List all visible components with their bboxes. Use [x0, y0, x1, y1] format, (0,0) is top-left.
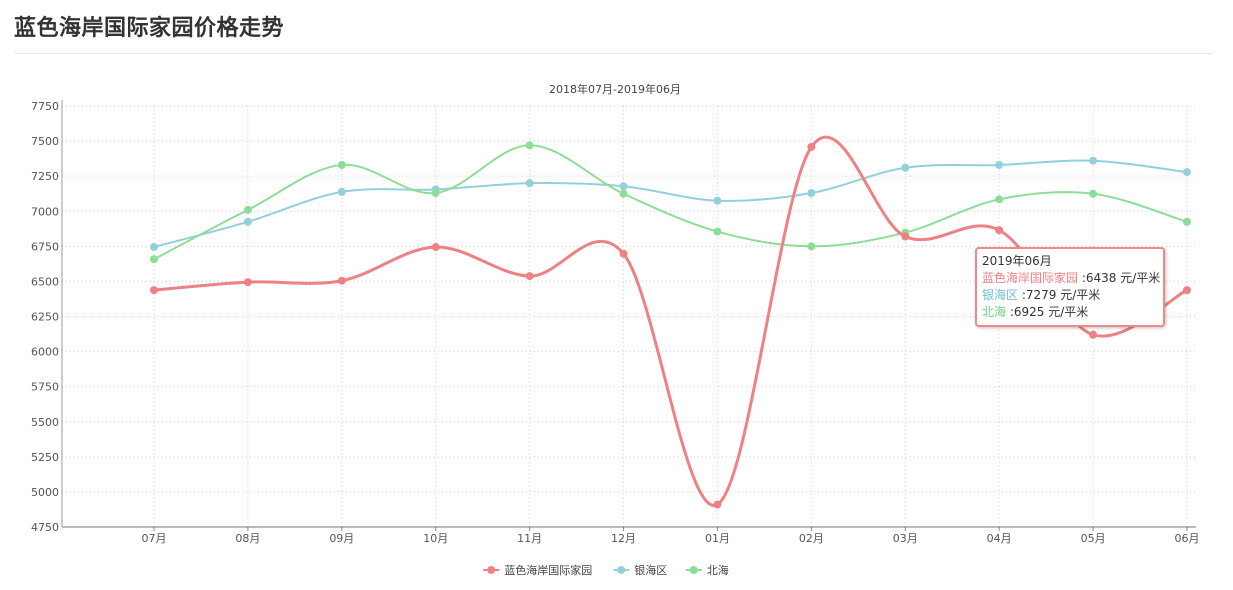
data-point[interactable]	[1089, 189, 1098, 198]
y-tick-label: 7500	[31, 135, 59, 148]
tooltip-unit: 元/平米	[1120, 271, 1161, 285]
legend-item[interactable]: 银海区	[613, 563, 667, 577]
x-tick-label: 01月	[705, 532, 730, 545]
y-tick-label: 5250	[31, 451, 59, 464]
data-point[interactable]	[150, 243, 158, 252]
data-point[interactable]	[995, 226, 1004, 235]
y-tick-label: 5000	[31, 486, 59, 499]
data-point[interactable]	[337, 276, 346, 285]
data-point[interactable]	[901, 163, 910, 172]
title-divider	[14, 53, 1213, 54]
page-title: 蓝色海岸国际家园价格走势	[14, 16, 285, 41]
y-tick-label: 7750	[31, 100, 59, 113]
data-point[interactable]	[1183, 286, 1191, 295]
data-point[interactable]	[713, 500, 722, 509]
x-tick-label: 08月	[235, 532, 260, 545]
x-tick-label: 12月	[611, 532, 636, 545]
tooltip-series-name: 北海	[982, 305, 1007, 319]
chart-subtitle: 2018年07月-2019年06月	[549, 82, 681, 96]
data-point[interactable]	[619, 249, 628, 258]
data-point[interactable]	[525, 179, 534, 188]
tooltip-unit: 元/平米	[1048, 305, 1089, 319]
tooltip-series-name: 蓝色海岸国际家园	[982, 271, 1079, 285]
data-point[interactable]	[619, 189, 628, 198]
data-point[interactable]	[1183, 168, 1191, 177]
y-tick-label: 4750	[31, 521, 59, 534]
tooltip-row: 银海区 :7279 元/平米	[982, 288, 1101, 302]
data-point[interactable]	[713, 227, 722, 236]
data-point[interactable]	[1183, 217, 1191, 226]
legend-label: 蓝色海岸国际家园	[504, 563, 592, 577]
y-tick-label: 6000	[31, 346, 59, 359]
y-tick-label: 7000	[31, 205, 59, 218]
legend-item[interactable]: 北海	[685, 563, 729, 577]
legend-marker	[487, 566, 496, 574]
legend-item[interactable]: 蓝色海岸国际家园	[483, 563, 592, 577]
data-point[interactable]	[150, 286, 158, 295]
data-point[interactable]	[807, 142, 816, 151]
x-tick-label: 02月	[799, 532, 824, 545]
tooltip-series-name: 银海区	[982, 288, 1019, 302]
tooltip-row: 北海 :6925 元/平米	[982, 305, 1089, 319]
y-tick-label: 5500	[31, 416, 59, 429]
data-point[interactable]	[525, 272, 534, 281]
data-point[interactable]	[431, 243, 440, 252]
x-tick-label: 11月	[517, 532, 542, 545]
chart-legend[interactable]: 蓝色海岸国际家园 银海区 北海	[483, 563, 729, 577]
legend-marker	[617, 566, 626, 574]
x-tick-label: 05月	[1081, 532, 1106, 545]
chart-axes: 4750 5000 5250 5500 5750 6000 6250 6500 6750 7000…	[31, 100, 1200, 545]
y-tick-label: 6750	[31, 240, 59, 253]
tooltip-unit: 元/平米	[1060, 288, 1101, 302]
tooltip-row: 蓝色海岸国际家园 :6438 元/平米	[982, 271, 1161, 285]
data-point[interactable]	[243, 205, 252, 214]
x-tick-label: 10月	[423, 532, 448, 545]
data-point[interactable]	[995, 195, 1004, 204]
tooltip-value: 7279	[1025, 288, 1057, 302]
data-point[interactable]	[807, 242, 816, 251]
data-point[interactable]	[901, 232, 910, 241]
data-point[interactable]	[1089, 330, 1098, 339]
chart-series[interactable]	[150, 135, 1191, 509]
y-tick-label: 6250	[31, 311, 59, 324]
x-tick-label: 03月	[893, 532, 918, 545]
data-point[interactable]	[431, 189, 440, 198]
data-point[interactable]	[1089, 156, 1098, 165]
legend-label: 北海	[707, 563, 729, 577]
tooltip-value: 6438	[1085, 271, 1117, 285]
chart-tooltip: 2019年06月 蓝色海岸国际家园 :6438 元/平米 银海区 :7279 元…	[975, 247, 1165, 327]
y-tick-label: 6500	[31, 275, 59, 288]
tooltip-value: 6925	[1013, 305, 1045, 319]
x-tick-label: 04月	[987, 532, 1012, 545]
legend-label: 银海区	[634, 563, 667, 577]
data-point[interactable]	[525, 141, 534, 150]
data-point[interactable]	[337, 187, 346, 196]
data-point[interactable]	[243, 217, 252, 226]
x-tick-label: 07月	[142, 532, 167, 545]
x-tick-label: 06月	[1175, 532, 1200, 545]
legend-marker	[689, 566, 698, 574]
data-point[interactable]	[150, 255, 158, 264]
series-line[interactable]	[153, 159, 1188, 249]
data-point[interactable]	[807, 189, 816, 198]
data-point[interactable]	[713, 196, 722, 205]
data-point[interactable]	[243, 278, 252, 287]
x-tick-label: 09月	[329, 532, 354, 545]
data-point[interactable]	[995, 160, 1004, 169]
data-point[interactable]	[619, 182, 628, 191]
data-point[interactable]	[337, 160, 346, 169]
y-tick-label: 5750	[31, 381, 59, 394]
y-tick-label: 7250	[31, 170, 59, 183]
tooltip-title: 2019年06月	[982, 254, 1052, 268]
